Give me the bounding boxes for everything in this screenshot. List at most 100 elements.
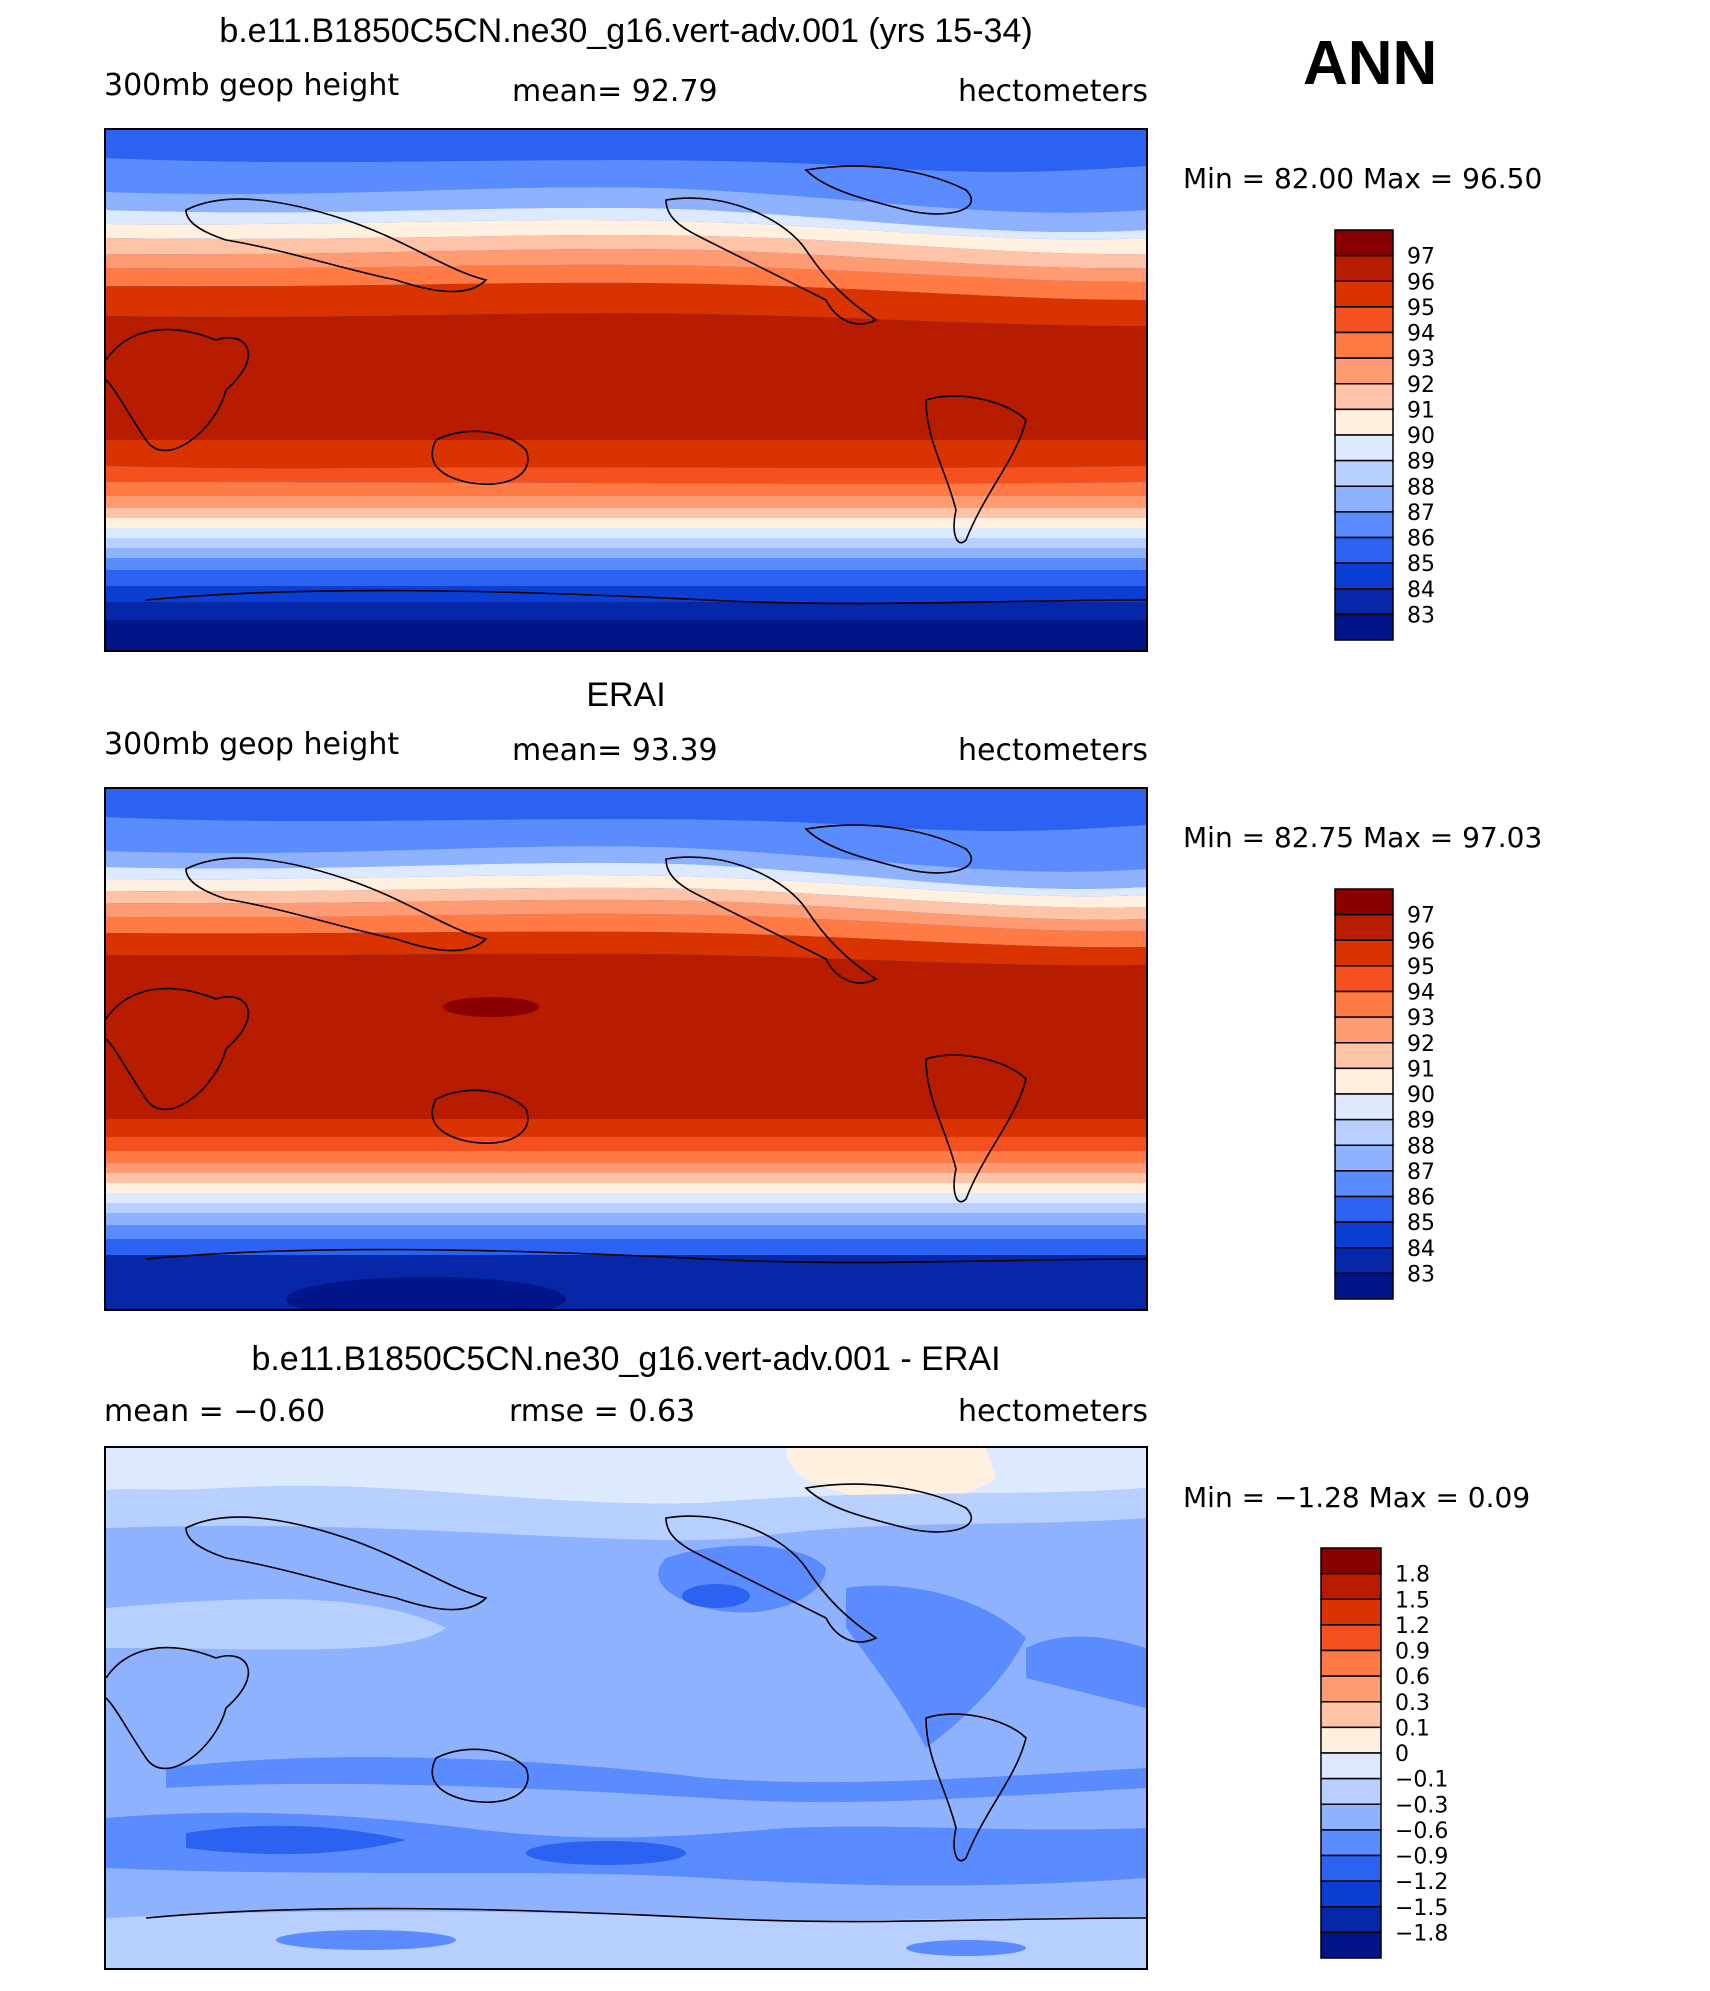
panel-3-map — [104, 1446, 1148, 1970]
colorbar-swatch — [1334, 1067, 1394, 1095]
colorbar-swatch — [1334, 511, 1394, 539]
colorbar-swatch — [1320, 1906, 1382, 1934]
colorbar-tick-label: 87 — [1407, 501, 1435, 526]
panel-2-title: ERAI — [586, 676, 666, 714]
colorbar-tick-label: 91 — [1407, 398, 1435, 423]
colorbar-tick-label: 95 — [1407, 955, 1435, 980]
colorbar-tick-label: 90 — [1407, 424, 1435, 449]
colorbar-tick-label: −1.5 — [1395, 1896, 1448, 1921]
season-label: ANN — [1303, 29, 1438, 98]
colorbar-tick-label: 0.3 — [1395, 1691, 1430, 1716]
panel-2-variable-label: 300mb geop height — [104, 727, 400, 762]
colorbar-swatch — [1320, 1701, 1382, 1729]
colorbar-tick-label: 91 — [1407, 1057, 1435, 1082]
colorbar-swatch — [1334, 1144, 1394, 1172]
colorbar-swatch — [1320, 1752, 1382, 1780]
colorbar-swatch — [1334, 434, 1394, 462]
colorbar-swatch — [1320, 1726, 1382, 1754]
panel-1-colorbar: 97 96 95 94 93 92 91 90 89 88 87 86 85 84 83 — [1333, 228, 1553, 647]
colorbar-tick-label: 90 — [1407, 1083, 1435, 1108]
colorbar-tick-label: 0 — [1395, 1742, 1409, 1767]
colorbar-swatch — [1334, 485, 1394, 513]
colorbar-tick-label: −0.9 — [1395, 1845, 1448, 1870]
colorbar-tick-label: 95 — [1407, 296, 1435, 321]
colorbar-tick-label: 85 — [1407, 552, 1435, 577]
colorbar-swatch — [1334, 1016, 1394, 1044]
colorbar-tick-label: 97 — [1407, 904, 1435, 929]
colorbar-swatch — [1334, 1093, 1394, 1121]
colorbar-tick-label: 1.8 — [1395, 1563, 1430, 1588]
panel-2-minmax: Min = 82.75 Max = 97.03 — [1183, 821, 1543, 854]
colorbar-tick-label: 0.1 — [1395, 1716, 1430, 1741]
colorbar-tick-label: 85 — [1407, 1211, 1435, 1236]
colorbar-swatch — [1334, 306, 1394, 334]
colorbar-swatch — [1320, 1829, 1382, 1857]
panel-3-colorbar: 1.8 1.5 1.2 0.9 0.6 0.3 0.1 0 −0.1 −0.3 −0.6 −0.9 −1… — [1320, 1546, 1550, 1965]
colorbar-tick-label: 92 — [1407, 373, 1435, 398]
colorbar-swatch — [1334, 1272, 1394, 1300]
colorbar-swatch — [1334, 1221, 1394, 1249]
colorbar-tick-label: 83 — [1407, 1262, 1435, 1287]
colorbar-tick-label: 83 — [1407, 603, 1435, 628]
panel-2-units-label: hectometers — [958, 733, 1148, 768]
colorbar-tick-label: 86 — [1407, 527, 1435, 552]
colorbar-swatch — [1320, 1777, 1382, 1805]
panel-2-map — [104, 787, 1148, 1311]
colorbar-tick-label: −0.1 — [1395, 1768, 1448, 1793]
colorbar-swatch — [1334, 280, 1394, 308]
colorbar-swatch — [1334, 331, 1394, 359]
colorbar-swatch — [1334, 1118, 1394, 1146]
colorbar-swatch — [1320, 1803, 1382, 1831]
colorbar-tick-label: 94 — [1407, 322, 1435, 347]
colorbar-tick-label: 84 — [1407, 578, 1435, 603]
panel-3-minmax: Min = −1.28 Max = 0.09 — [1183, 1481, 1531, 1514]
colorbar-swatch — [1334, 536, 1394, 564]
colorbar-tick-label: −0.6 — [1395, 1819, 1448, 1844]
colorbar-tick-label: 89 — [1407, 1109, 1435, 1134]
colorbar-swatch — [1334, 965, 1394, 993]
colorbar-swatch — [1320, 1572, 1382, 1600]
colorbar-swatch — [1334, 408, 1394, 436]
colorbar-swatch — [1334, 562, 1394, 590]
colorbar-swatch — [1334, 990, 1394, 1018]
colorbar-swatch — [1320, 1649, 1382, 1677]
colorbar-tick-label: 0.6 — [1395, 1665, 1430, 1690]
panel-1-map — [104, 128, 1148, 652]
colorbar-swatch — [1320, 1931, 1382, 1959]
panel-1-mean-label: mean= 92.79 — [512, 74, 718, 109]
colorbar-swatch — [1334, 1195, 1394, 1223]
panel-3-rmse-label: rmse = 0.63 — [509, 1394, 696, 1429]
colorbar-tick-label: 97 — [1407, 245, 1435, 270]
panel-3-colorbar-svg: 1.81.51.20.90.60.30.10−0.1−0.3−0.6−0.9 −1… — [1320, 1547, 1448, 1959]
colorbar-tick-label: 96 — [1407, 929, 1435, 954]
colorbar-tick-label: −1.8 — [1395, 1921, 1448, 1946]
colorbar-tick-label: −0.3 — [1395, 1793, 1448, 1818]
colorbar-swatch — [1334, 1170, 1394, 1198]
colorbar-tick-label: 94 — [1407, 981, 1435, 1006]
colorbar-swatch — [1320, 1675, 1382, 1703]
colorbar-swatch — [1320, 1547, 1382, 1575]
colorbar-tick-label: 92 — [1407, 1032, 1435, 1057]
colorbar-tick-label: 96 — [1407, 270, 1435, 295]
colorbar-tick-label: 1.5 — [1395, 1588, 1430, 1613]
colorbar-swatch — [1334, 254, 1394, 282]
panel-3-units-label: hectometers — [958, 1394, 1148, 1429]
panel-1-minmax: Min = 82.00 Max = 96.50 — [1183, 162, 1543, 195]
colorbar-swatch — [1334, 357, 1394, 385]
colorbar-tick-label: 93 — [1407, 1006, 1435, 1031]
colorbar-tick-label: 0.9 — [1395, 1640, 1430, 1665]
panel-3-title: b.e11.B1850C5CN.ne30_g16.vert-adv.001 - … — [251, 1340, 1001, 1378]
panel-2-colorbar: 97 96 95 94 93 92 91 90 89 88 87 86 85 84 83 — [1333, 887, 1553, 1306]
colorbar-swatch — [1320, 1880, 1382, 1908]
colorbar-tick-label: 84 — [1407, 1237, 1435, 1262]
panel-1-variable-label: 300mb geop height — [104, 68, 400, 103]
colorbar-tick-label: 87 — [1407, 1160, 1435, 1185]
colorbar-swatch — [1320, 1854, 1382, 1882]
colorbar-tick-label: 89 — [1407, 450, 1435, 475]
colorbar-swatch — [1320, 1598, 1382, 1626]
panel-1-units-label: hectometers — [958, 74, 1148, 109]
colorbar-tick-label: 1.2 — [1395, 1614, 1430, 1639]
colorbar-tick-label: 93 — [1407, 347, 1435, 372]
colorbar-swatch — [1334, 1247, 1394, 1275]
